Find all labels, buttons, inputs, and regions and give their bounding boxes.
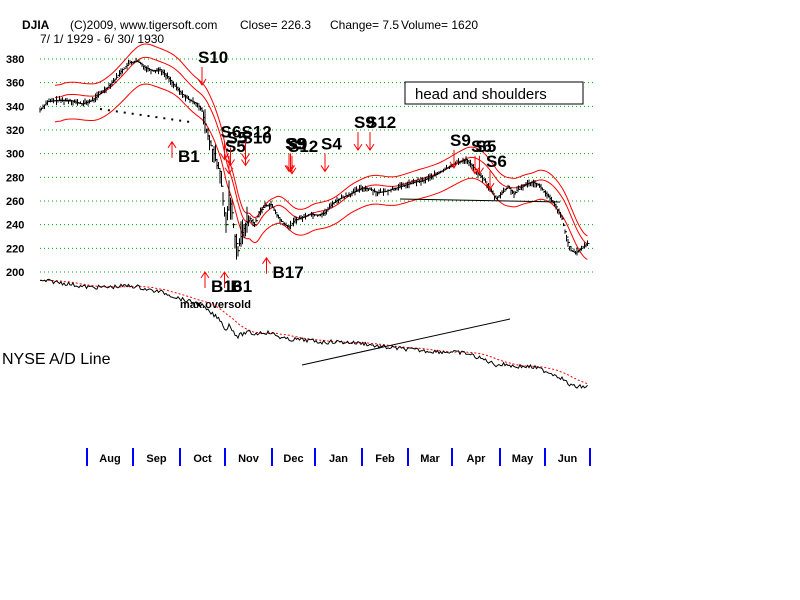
month-label: Nov <box>238 453 260 465</box>
close-value: Close= 226.3 <box>240 18 311 32</box>
copyright-text: (C)2009, www.tigersoft.com <box>70 18 217 32</box>
ad-line-label: NYSE A/D Line <box>2 351 111 368</box>
change-value: Change= 7.5 <box>330 18 399 32</box>
price-bars <box>39 57 590 260</box>
month-label: Apr <box>467 453 487 465</box>
signal-label: S4 <box>321 134 342 153</box>
month-label: May <box>512 453 534 465</box>
band-inner <box>54 56 588 245</box>
signal-b16: B16 <box>200 271 242 296</box>
signal-b17: B17 <box>262 256 304 282</box>
head-and-shoulders-box <box>404 81 584 105</box>
head-and-shoulders-label: head and shoulders <box>415 86 547 103</box>
month-label: Jun <box>558 453 578 465</box>
month-label: Oct <box>193 453 212 465</box>
y-tick-label: 200 <box>6 267 24 279</box>
signal-label: S9 <box>354 113 375 132</box>
signal-s6: S6 <box>220 123 242 161</box>
band-lower <box>54 83 588 260</box>
signal-s9: S9 <box>449 131 471 169</box>
signal-label: S9 <box>450 131 471 150</box>
ad-line <box>40 278 588 389</box>
y-tick-label: 320 <box>6 125 24 137</box>
gridlines <box>40 58 596 273</box>
y-tick-label: 280 <box>6 172 24 184</box>
month-label: Dec <box>283 453 303 465</box>
y-axis-ticks: 380 360 340 320 300 280 260 240 220 200 <box>6 54 24 279</box>
signal-label: S5 <box>476 137 497 156</box>
signal-s6: S6 <box>470 137 492 175</box>
signal-label: B1 <box>178 147 200 166</box>
signal-label: S9 <box>287 134 308 153</box>
y-tick-label: 300 <box>6 149 24 161</box>
month-label: Sep <box>146 453 166 465</box>
signal-label: S10 <box>198 48 228 67</box>
signal-label: B17 <box>273 263 304 282</box>
ad-line-moving-average <box>40 279 588 385</box>
volume-value: Volume= 1620 <box>401 18 478 32</box>
signal-label: B1 <box>231 277 253 296</box>
neckline <box>399 198 561 203</box>
month-label: Feb <box>375 453 395 465</box>
signal-s12: S12 <box>241 123 272 161</box>
y-tick-label: 360 <box>6 78 24 90</box>
month-label: Mar <box>420 453 440 465</box>
signal-s12: S12 <box>365 113 396 152</box>
ad-trendline <box>301 318 511 366</box>
signal-label: S10 <box>242 129 272 148</box>
signal-label: S6 <box>486 152 507 171</box>
signal-s5: S5 <box>226 129 248 167</box>
signal-label: S5 <box>227 129 248 148</box>
max-oversold-label: max.oversold <box>180 299 251 311</box>
y-tick-label: 340 <box>6 101 24 113</box>
signal-s10: S10 <box>197 48 228 86</box>
signal-label: S12 <box>366 113 396 132</box>
y-tick-label: 240 <box>6 220 24 232</box>
y-tick-label: 380 <box>6 54 24 66</box>
signal-label: S12 <box>288 137 318 156</box>
signal-s4: S4 <box>320 134 342 173</box>
signal-b1: B1 <box>220 271 253 296</box>
signal-b1: B1 <box>167 140 200 166</box>
signal-s6: S6 <box>485 152 507 191</box>
y-tick-label: 260 <box>6 196 24 208</box>
y-tick-label: 220 <box>6 243 24 255</box>
signal-s9: S9 <box>353 113 375 152</box>
signal-s12: S12 <box>287 137 318 175</box>
signal-label: S9 <box>285 134 306 153</box>
dotted-trendline <box>99 108 191 123</box>
chart-symbol: DJIA <box>22 18 50 32</box>
month-axis: Aug Sep Oct Nov Dec Jan Feb Mar Apr May Jun <box>86 448 591 466</box>
signal-s5: S5 <box>475 137 497 175</box>
signal-label: S6 <box>221 123 242 142</box>
signal-label: S12 <box>242 123 272 142</box>
month-label: Aug <box>99 453 120 465</box>
signal-label: S6 <box>471 137 492 156</box>
band-upper <box>54 43 588 237</box>
signal-label: B16 <box>211 277 242 296</box>
date-range: 7/ 1/ 1929 - 6/ 30/ 1930 <box>40 32 164 46</box>
month-label: Jan <box>329 453 348 465</box>
